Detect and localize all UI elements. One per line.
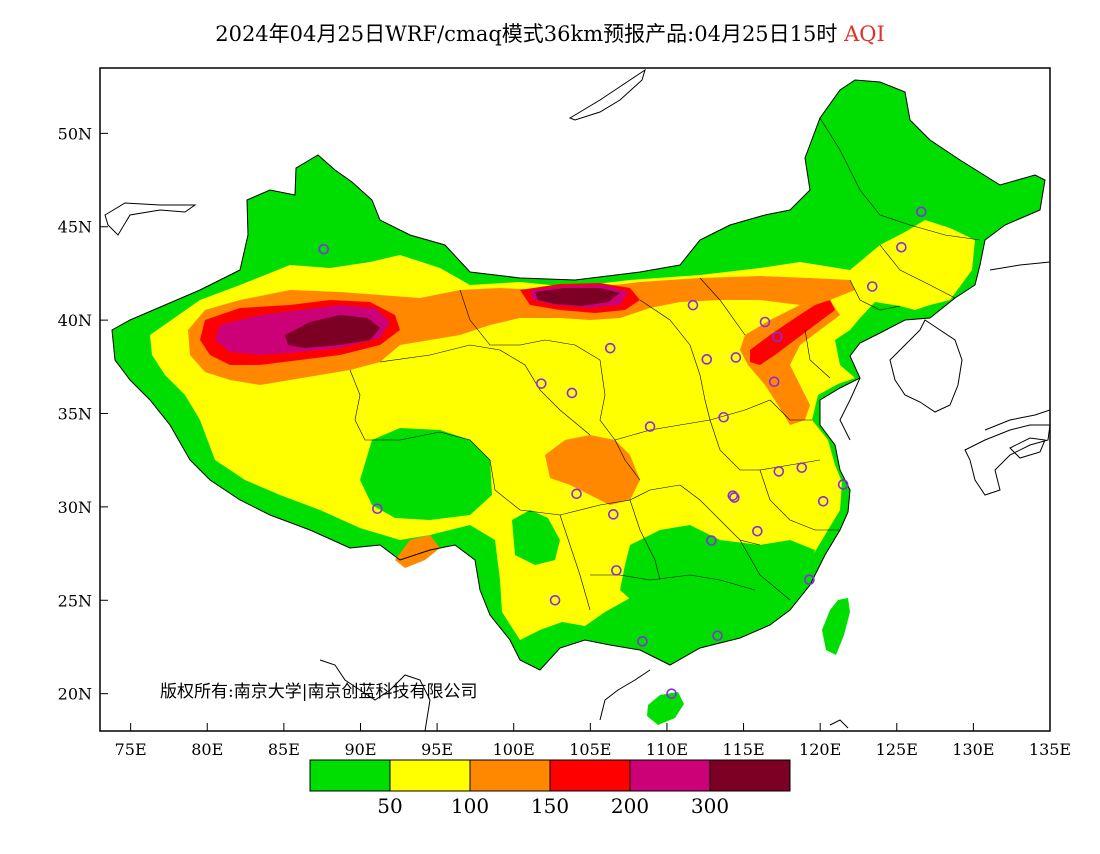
legend-swatch	[389, 759, 471, 792]
lat-tick-label: 20N	[58, 685, 92, 704]
city-marker	[644, 421, 656, 432]
legend-label: 50	[377, 794, 402, 818]
latitude-axis: 50N 45N 40N 35N 30N 25N 20N	[58, 124, 108, 704]
aqi-good-pocket-south	[620, 525, 815, 618]
legend-swatch	[629, 759, 711, 792]
map-title: 2024年04月25日WRF/cmaq模式36km预报产品:04月25日15时 …	[0, 18, 1100, 48]
city-marker	[712, 630, 723, 642]
legend-swatch	[709, 759, 791, 792]
city-marker	[915, 206, 927, 218]
city-marker	[771, 331, 783, 343]
aqi-sensitive-region-yunnan	[395, 535, 440, 568]
lat-tick-label: 30N	[58, 498, 92, 517]
city-marker	[604, 342, 616, 354]
legend-swatch	[469, 759, 551, 792]
lon-tick-label: 75E	[115, 740, 147, 759]
aqi-legend: 50 100 150 200 300	[309, 759, 791, 818]
legend-label: 150	[531, 794, 569, 818]
city-marker	[804, 574, 815, 586]
city-marker	[535, 378, 547, 389]
map-title-variable: AQI	[844, 22, 885, 46]
lon-tick-label: 100E	[493, 740, 535, 759]
city-marker	[817, 495, 829, 507]
city-marker	[608, 509, 619, 520]
city-marker	[866, 281, 878, 292]
lon-tick-label: 85E	[268, 740, 300, 759]
lat-tick-label: 35N	[58, 405, 92, 424]
map-frame	[99, 67, 1051, 732]
aqi-unhealthy-region-beijing	[750, 300, 835, 365]
city-marker	[706, 535, 717, 546]
map-plot-area	[104, 68, 1050, 731]
lon-tick-label: 130E	[952, 740, 994, 759]
lon-tick-label: 135E	[1029, 740, 1071, 759]
lon-tick-label: 90E	[344, 740, 376, 759]
legend-swatch	[309, 759, 391, 792]
city-marker	[837, 479, 849, 490]
city-marker	[318, 243, 330, 255]
city-marker	[637, 636, 648, 647]
city-marker	[566, 387, 578, 399]
city-marker	[768, 376, 780, 388]
hainan-island	[647, 692, 684, 725]
lat-tick-label: 25N	[58, 591, 92, 610]
china-border	[111, 79, 1046, 671]
city-marker	[773, 466, 785, 477]
lat-tick-label: 50N	[58, 124, 92, 143]
city-marker	[718, 411, 729, 423]
lon-tick-label: 125E	[876, 740, 918, 759]
aqi-sensitive-region-ncp	[740, 300, 840, 425]
city-marker	[687, 299, 699, 311]
lon-tick-label: 115E	[722, 740, 764, 759]
aqi-sensitive-region-sichuan	[545, 435, 640, 505]
legend-label: 200	[611, 794, 649, 818]
city-marker	[730, 352, 742, 363]
city-marker	[372, 503, 383, 515]
city-markers	[318, 206, 927, 699]
city-marker	[729, 492, 740, 503]
province-borders	[349, 117, 981, 611]
legend-swatch	[549, 759, 631, 792]
city-marker	[666, 688, 677, 699]
city-marker	[549, 594, 561, 606]
map-title-text: 2024年04月25日WRF/cmaq模式36km预报产品:04月25日15时	[215, 22, 838, 46]
aqi-hazardous-region-tarim	[285, 315, 380, 348]
aqi-hazardous-region-mongolia	[535, 288, 620, 306]
city-marker	[727, 490, 739, 501]
city-marker	[611, 565, 622, 576]
legend-label: 100	[451, 794, 489, 818]
city-marker	[796, 462, 808, 473]
lon-tick-label: 120E	[799, 740, 841, 759]
city-marker	[701, 354, 713, 365]
aqi-good-pocket-sichuan	[512, 510, 560, 565]
aqi-good-pocket-tibet	[360, 428, 492, 520]
lon-tick-label: 80E	[191, 740, 223, 759]
lon-tick-label: 110E	[646, 740, 688, 759]
taiwan-island	[822, 598, 850, 655]
legend-label: 300	[691, 794, 729, 818]
copyright-text: 版权所有:南京大学|南京创蓝科技有限公司	[160, 682, 477, 702]
city-marker	[571, 488, 582, 500]
lon-tick-label: 95E	[421, 740, 453, 759]
city-marker	[896, 241, 907, 253]
city-marker	[759, 316, 771, 328]
lon-tick-label: 105E	[569, 740, 611, 759]
lat-tick-label: 40N	[58, 311, 92, 330]
lat-tick-label: 45N	[58, 218, 92, 237]
city-marker	[752, 525, 763, 537]
neighbor-coastlines	[104, 68, 1050, 731]
longitude-axis: 75E 80E 85E 90E 95E 100E 105E 110E 115E 120E 125E 1…	[115, 723, 1071, 759]
